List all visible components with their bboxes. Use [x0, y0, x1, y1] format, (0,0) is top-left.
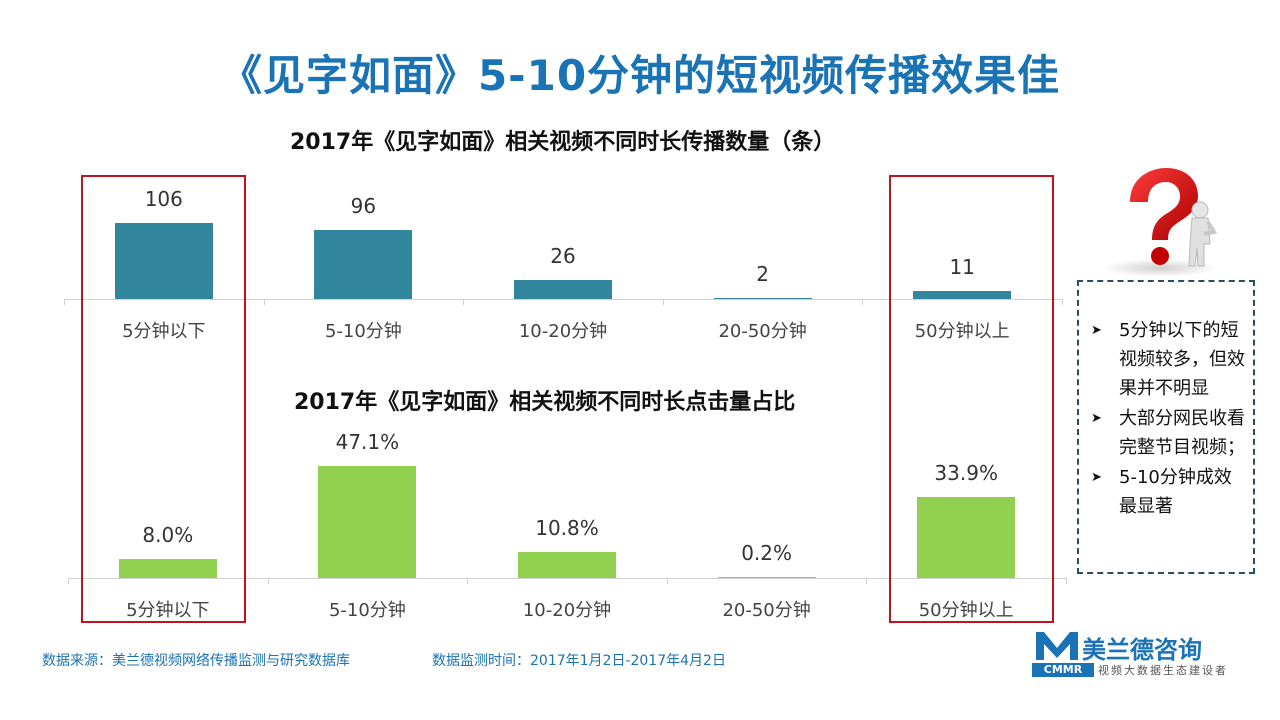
x-axis-line: [64, 299, 1062, 300]
data-label: 2: [756, 261, 769, 286]
x-axis-tick: [1066, 578, 1067, 584]
data-label: 8.0%: [142, 522, 194, 547]
logo-tagline: 视频大数据生态建设者: [1098, 664, 1228, 677]
arrowhead-bullet-icon: ➤: [1091, 411, 1102, 426]
bar: [518, 552, 616, 578]
bar: [118, 558, 217, 578]
data-label: 26: [550, 244, 576, 269]
footer-source: 数据来源：美兰德视频网络传播监测与研究数据库: [42, 653, 350, 669]
category-label: 50分钟以上: [918, 600, 1014, 621]
data-label: 10.8%: [535, 516, 599, 541]
x-axis-tick: [1062, 299, 1063, 305]
bar: [717, 577, 816, 578]
note-text: 大部分网民收看完整节目视频；: [1119, 408, 1245, 458]
category-label: 50分钟以上: [914, 321, 1010, 342]
data-label: 0.2%: [741, 541, 792, 565]
note-text: 5-10分钟成效最显著: [1119, 467, 1232, 517]
category-label: 5分钟以下: [122, 321, 206, 342]
data-label: 11: [949, 255, 975, 280]
note-item: ➤ 5分钟以下的短视频较多，但效果并不明显: [1091, 316, 1245, 403]
bar: [314, 230, 413, 299]
x-axis-tick: [267, 578, 269, 584]
note-text: 5分钟以下的短视频较多，但效果并不明显: [1119, 320, 1245, 399]
bar: [917, 497, 1016, 578]
note-item: ➤ 5-10分钟成效最显著: [1091, 463, 1245, 521]
x-axis-tick: [662, 299, 664, 305]
page-title: 《见字如面》5-10分钟的短视频传播效果佳: [219, 51, 1061, 100]
category-label: 10-20分钟: [518, 321, 608, 342]
arrowhead-bullet-icon: ➤: [1091, 470, 1102, 485]
bar: [514, 280, 612, 299]
x-axis-tick: [862, 299, 864, 305]
highlight-box-over-50min: [889, 175, 1054, 623]
logo-name: 美兰德咨询: [1082, 636, 1202, 664]
m-logo-icon: [1036, 632, 1078, 660]
highlight-box-under-5min: [81, 175, 246, 623]
chart1-title: 2017年《见字如面》相关视频不同时长传播数量（条）: [290, 130, 836, 155]
x-axis-tick: [866, 578, 868, 584]
data-label: 96: [350, 194, 377, 219]
footer-monitor-time: 数据监测时间：2017年1月2日-2017年4月2日: [432, 653, 726, 669]
category-label: 5-10分钟: [328, 600, 406, 621]
bar: [913, 291, 1012, 299]
bar: [114, 223, 213, 299]
category-label: 5分钟以下: [126, 600, 210, 621]
x-axis-tick: [263, 299, 265, 305]
x-axis-tick: [463, 299, 465, 305]
data-label: 33.9%: [934, 461, 998, 486]
arrowhead-bullet-icon: ➤: [1091, 323, 1102, 338]
note-item: ➤ 大部分网民收看完整节目视频；: [1091, 404, 1245, 462]
company-logo: 美兰德咨询 CMMR 视频大数据生态建设者: [1032, 630, 1242, 680]
category-label: 20-50分钟: [718, 321, 807, 342]
chart2-title: 2017年《见字如面》相关视频不同时长点击量占比: [294, 390, 796, 415]
x-axis-line: [68, 578, 1066, 579]
bar: [318, 466, 417, 578]
x-axis-tick: [666, 578, 668, 584]
x-axis-tick: [64, 299, 65, 305]
logo-cmmr: CMMR: [1032, 663, 1094, 677]
notes-box: ➤ 5分钟以下的短视频较多，但效果并不明显 ➤ 大部分网民收看完整节目视频； ➤…: [1077, 280, 1255, 574]
category-label: 20-50分钟: [722, 600, 811, 621]
bar: [713, 297, 812, 299]
data-label: 106: [144, 187, 183, 211]
category-label: 5-10分钟: [324, 321, 402, 342]
data-label: 47.1%: [335, 430, 400, 454]
question-mark-figure-icon: [1102, 168, 1218, 277]
x-axis-tick: [68, 578, 69, 584]
category-label: 10-20分钟: [522, 600, 612, 621]
x-axis-tick: [467, 578, 469, 584]
